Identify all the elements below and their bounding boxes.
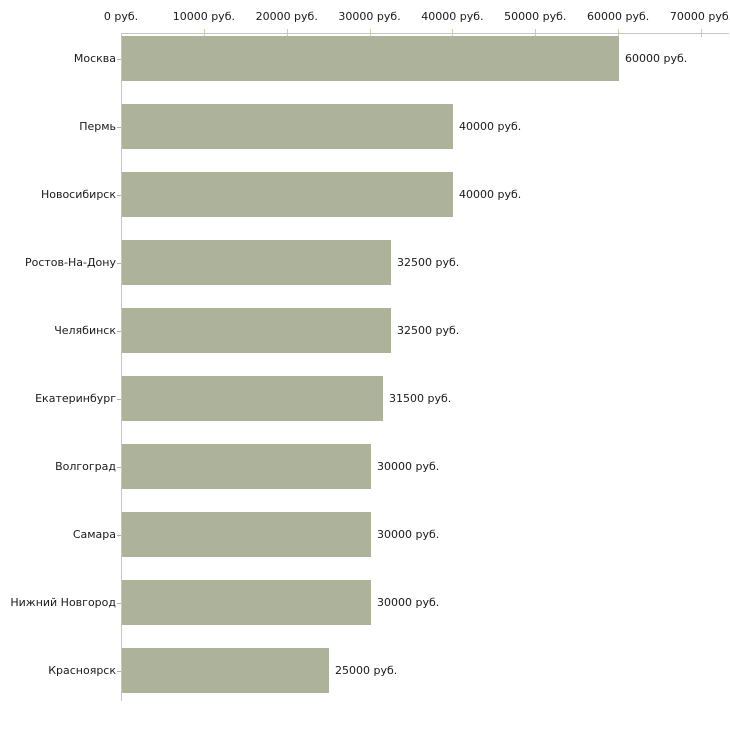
value-label: 40000 руб. — [459, 187, 522, 201]
value-label: 60000 руб. — [625, 51, 688, 65]
value-label: 32500 руб. — [397, 255, 460, 269]
category-tick-mark — [117, 194, 121, 196]
x-axis-tick-label: 30000 руб. — [338, 10, 401, 23]
y-axis-line — [121, 33, 122, 701]
value-label: 31500 руб. — [389, 391, 452, 405]
x-axis-line — [121, 33, 729, 34]
category-label: Пермь — [79, 119, 116, 133]
category-label: Нижний Новгород — [10, 595, 116, 609]
bar — [122, 172, 453, 217]
x-axis-tick-label: 0 руб. — [103, 10, 139, 23]
category-tick-mark — [117, 534, 121, 536]
category-label: Ростов-На-Дону — [24, 255, 116, 269]
category-label: Новосибирск — [40, 187, 116, 201]
category-label: Челябинск — [54, 323, 116, 337]
category-tick-mark — [117, 126, 121, 128]
category-label: Екатеринбург — [35, 391, 116, 405]
x-axis-tick-label: 50000 руб. — [504, 10, 567, 23]
bar — [122, 308, 391, 353]
value-label: 25000 руб. — [335, 663, 398, 677]
value-label: 30000 руб. — [377, 527, 440, 541]
bar — [122, 376, 383, 421]
bar — [122, 580, 371, 625]
category-label: Красноярск — [48, 663, 116, 677]
value-label: 30000 руб. — [377, 595, 440, 609]
value-label: 40000 руб. — [459, 119, 522, 133]
bar — [122, 104, 453, 149]
category-tick-mark — [117, 670, 121, 672]
value-label: 30000 руб. — [377, 459, 440, 473]
x-axis-tick-label: 10000 руб. — [172, 10, 235, 23]
category-tick-mark — [117, 602, 121, 604]
category-tick-mark — [117, 58, 121, 60]
bar — [122, 648, 329, 693]
x-axis-tick-label: 60000 руб. — [587, 10, 650, 23]
category-label: Москва — [73, 51, 116, 65]
category-tick-mark — [117, 466, 121, 468]
x-axis-tick-label: 40000 руб. — [421, 10, 484, 23]
bar — [122, 444, 371, 489]
bar — [122, 240, 391, 285]
x-axis-tick-label: 20000 руб. — [255, 10, 318, 23]
category-tick-mark — [117, 330, 121, 332]
x-axis-tick-label: 70000 руб. — [669, 10, 730, 23]
bar — [122, 512, 371, 557]
category-label: Самара — [72, 527, 116, 541]
category-tick-mark — [117, 398, 121, 400]
category-label: Волгоград — [55, 459, 116, 473]
bar — [122, 36, 619, 81]
category-tick-mark — [117, 262, 121, 264]
value-label: 32500 руб. — [397, 323, 460, 337]
